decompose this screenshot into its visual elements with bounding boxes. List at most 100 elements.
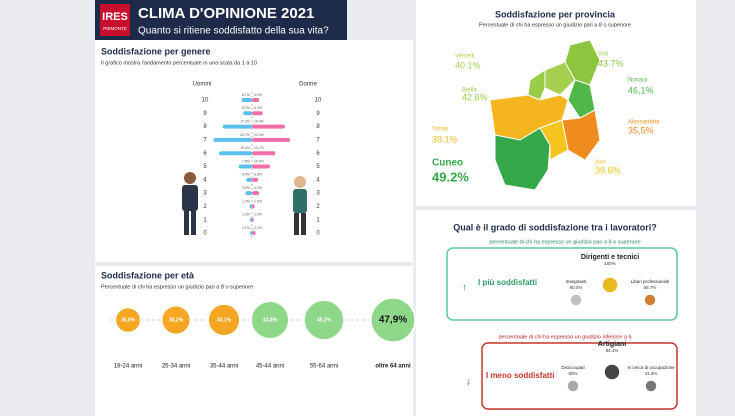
age-label: 35-44 anni: [210, 364, 238, 370]
worker-name: Dirigenti e tecnici: [581, 254, 639, 261]
score-label: 7: [316, 137, 320, 143]
score-label: 8: [203, 124, 207, 130]
score-label: 4: [203, 177, 207, 183]
women-value: 22.4%: [254, 133, 264, 137]
score-label: 2: [203, 204, 207, 210]
woman-figure: [293, 176, 307, 235]
age-circle: [114, 306, 142, 334]
age-value: 40,1%: [217, 317, 232, 323]
men-bar: [241, 98, 252, 102]
men-value: 7.8%: [242, 159, 250, 163]
score-label: 3: [316, 191, 320, 197]
women-value: 13.7%: [254, 146, 264, 150]
women-bar: [252, 204, 255, 209]
worker-value: 100%: [604, 261, 616, 266]
worker-value: 90.4%: [570, 285, 583, 290]
men-bar: [246, 177, 252, 182]
age-circle: [369, 296, 417, 344]
score-label: 5: [316, 164, 320, 170]
age-circle: [206, 302, 242, 338]
medal: [569, 293, 583, 307]
women-value: 1.0%: [254, 213, 262, 217]
men-bar: [238, 164, 252, 169]
score-label: 5: [203, 164, 207, 170]
logo: IRES: [102, 11, 128, 23]
score-label: 1: [203, 217, 207, 223]
medal: [566, 379, 580, 393]
women-bar: [252, 111, 263, 116]
province-subtitle: Percentuale di chi ha espresso un giudiz…: [479, 22, 631, 28]
province-value: 39.6%: [595, 165, 621, 175]
men-bar: [222, 124, 252, 129]
province-region: [527, 69, 546, 101]
province-value: 42.6%: [462, 92, 488, 102]
men-value: 22.7%: [240, 133, 250, 137]
women-value: 2.1%: [254, 226, 262, 230]
women-value: 1.6%: [254, 199, 262, 203]
women-value: 3.6%: [254, 173, 262, 177]
worker-name: Disoccupati: [561, 365, 584, 370]
top-subtitle: percentuale di chi ha espresso un giudiz…: [489, 239, 640, 245]
score-label: 4: [316, 177, 320, 183]
age-label: 25-34 anni: [162, 364, 190, 370]
women-bar: [252, 98, 260, 102]
header-panel: [95, 0, 347, 40]
men-value: 17.2%: [240, 120, 250, 124]
women-bar: [252, 164, 271, 169]
worker-name: Artigiani: [598, 341, 626, 348]
women-bar: [252, 177, 259, 182]
province-region: [494, 127, 551, 191]
worker-name: In cerca di occupazione: [627, 365, 675, 370]
bottom-label: I meno soddisfatti: [486, 371, 554, 380]
age-value: 38,2%: [169, 317, 184, 323]
province-name: Asti: [595, 160, 605, 166]
province-name: Torino: [432, 127, 449, 133]
women-bar: [252, 151, 276, 156]
men-value: 1.3%: [242, 213, 250, 217]
women-bar: [252, 137, 291, 142]
bottom-subtitle: percentuale di chi ha espresso un giudiz…: [499, 334, 632, 340]
province-name: Novara: [628, 78, 648, 84]
score-label: 6: [316, 151, 320, 157]
workers-title: Qual è il grado di soddisfazione tra i l…: [453, 222, 657, 232]
men-value: 1.1%: [242, 226, 250, 230]
men-value: 1.4%: [242, 199, 250, 203]
province-name: Vercelli: [455, 54, 474, 60]
age-subtitle: Percentuale di chi ha espresso un giudiz…: [101, 284, 253, 290]
medal: [644, 379, 658, 393]
men-bar: [249, 204, 252, 209]
age-label: 18-24 anni: [114, 364, 142, 370]
header-subtitle: Quanto si ritiene soddisfatto della sua …: [138, 26, 329, 37]
gender-panel: [95, 40, 413, 262]
men-value: 5.2%: [242, 106, 250, 110]
age-circle: [160, 304, 192, 336]
province-value: 39.1%: [432, 134, 458, 144]
province-title: Soddisfazione per provincia: [495, 9, 616, 19]
gender-subtitle: Il grafico mostra l'andamento percentual…: [101, 60, 257, 66]
women-bar: [252, 191, 260, 196]
women-bar: [252, 217, 254, 222]
worker-value: 41.3%: [645, 371, 658, 376]
women-bar: [252, 124, 285, 129]
men-bar: [249, 217, 252, 222]
score-label: 10: [202, 98, 209, 104]
men-label: Uomini: [193, 82, 212, 88]
man-figure: [182, 172, 198, 235]
men-value: 6.1%: [242, 93, 250, 97]
men-bar: [245, 191, 252, 196]
age-title: Soddisfazione per età: [101, 270, 195, 280]
score-label: 9: [203, 111, 207, 117]
logo-box: [100, 4, 130, 36]
bottom-arrow: ↓: [466, 377, 471, 388]
women-value: 19.4%: [254, 120, 264, 124]
score-label: 2: [316, 204, 320, 210]
top-arrow: ↑: [462, 283, 467, 294]
province-value: 49.2%: [432, 169, 469, 184]
score-label: 7: [203, 137, 207, 143]
province-value: 35,5%: [628, 125, 654, 135]
province-region: [539, 119, 569, 161]
age-label: 55-64 anni: [310, 364, 338, 370]
top-box: [446, 247, 678, 321]
score-label: 8: [316, 124, 320, 130]
logo-sub: PIEMONTE: [103, 26, 127, 31]
